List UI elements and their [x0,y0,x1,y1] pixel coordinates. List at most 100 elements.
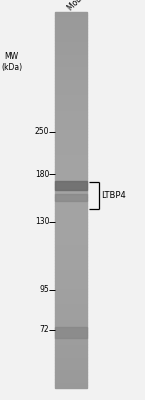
Bar [55,140,87,144]
Bar [55,178,87,181]
Bar [55,266,87,269]
Bar [55,87,87,90]
Bar [55,275,87,278]
Bar [55,300,87,303]
Bar [55,385,87,388]
Text: 180: 180 [35,170,49,178]
Bar [55,341,87,344]
Bar [55,228,87,231]
Bar [55,125,87,128]
Bar [55,327,87,338]
Bar [55,282,87,285]
Bar [55,332,87,335]
Bar [55,313,87,316]
Bar [55,34,87,37]
Text: 95: 95 [40,286,49,294]
Bar [55,303,87,306]
Bar [55,225,87,228]
Bar [55,297,87,300]
Bar [55,212,87,216]
Bar [55,166,87,169]
Bar [55,169,87,172]
Bar [55,247,87,250]
Bar [55,115,87,118]
Bar [55,150,87,153]
Text: 250: 250 [35,128,49,136]
Bar [55,103,87,106]
Bar [55,322,87,325]
Bar [55,50,87,53]
Text: MW
(kDa): MW (kDa) [1,52,22,72]
Bar [55,153,87,156]
Bar [55,194,87,197]
Bar [55,347,87,350]
Bar [55,219,87,222]
Bar [55,216,87,219]
Bar [55,194,87,201]
Bar [55,37,87,40]
Bar [55,75,87,78]
Bar [55,147,87,150]
Bar [55,172,87,175]
Bar [55,253,87,256]
Bar [55,366,87,369]
Bar [55,344,87,347]
Bar [55,100,87,103]
Bar [55,43,87,46]
Bar [55,94,87,96]
Bar [55,256,87,260]
Bar [55,328,87,332]
Bar [55,12,87,15]
Bar [55,316,87,319]
Bar [55,350,87,354]
Bar [55,72,87,75]
Bar [55,118,87,122]
Bar [55,56,87,59]
Bar [55,159,87,162]
Bar [55,200,87,203]
Text: 72: 72 [40,326,49,334]
Bar [55,363,87,366]
Bar [55,144,87,147]
Bar [55,209,87,212]
Bar [55,378,87,382]
Bar [55,190,87,194]
Bar [55,241,87,244]
Bar [55,78,87,81]
Bar [55,319,87,322]
Bar [55,338,87,341]
Bar [55,68,87,72]
Bar [55,234,87,238]
Bar [55,122,87,125]
Bar [55,325,87,328]
Bar [55,369,87,372]
Bar [55,335,87,338]
Bar [55,238,87,241]
Bar [55,360,87,363]
Bar [55,22,87,24]
Bar [55,250,87,253]
Bar [55,382,87,385]
Bar [55,137,87,140]
Bar [55,40,87,43]
Text: LTBP4: LTBP4 [102,191,126,200]
Bar [55,184,87,188]
Bar [55,84,87,87]
Bar [55,134,87,137]
Bar [55,288,87,291]
Bar [55,156,87,159]
Bar [55,46,87,50]
Bar [55,28,87,31]
Bar [55,372,87,376]
Bar [55,65,87,68]
Bar [55,306,87,310]
Text: Mouse brain: Mouse brain [66,0,106,12]
Bar [55,131,87,134]
Bar [55,112,87,115]
Bar [55,310,87,313]
Bar [55,272,87,275]
Bar [55,31,87,34]
Bar [55,244,87,247]
Bar [55,128,87,131]
Bar [55,162,87,166]
